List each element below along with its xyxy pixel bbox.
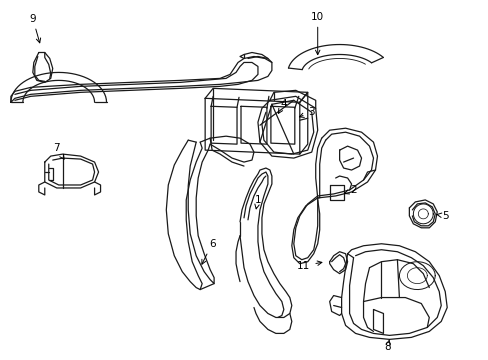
Text: 3: 3 <box>299 107 314 117</box>
Text: 1: 1 <box>254 195 261 209</box>
Text: 5: 5 <box>435 211 447 221</box>
Text: 7: 7 <box>53 143 64 159</box>
Text: 10: 10 <box>310 12 324 55</box>
Text: 8: 8 <box>384 339 390 352</box>
Text: 2: 2 <box>344 185 356 195</box>
Text: 9: 9 <box>29 14 41 43</box>
Text: 11: 11 <box>297 261 321 271</box>
Text: 4: 4 <box>278 99 286 113</box>
Text: 6: 6 <box>202 239 215 264</box>
